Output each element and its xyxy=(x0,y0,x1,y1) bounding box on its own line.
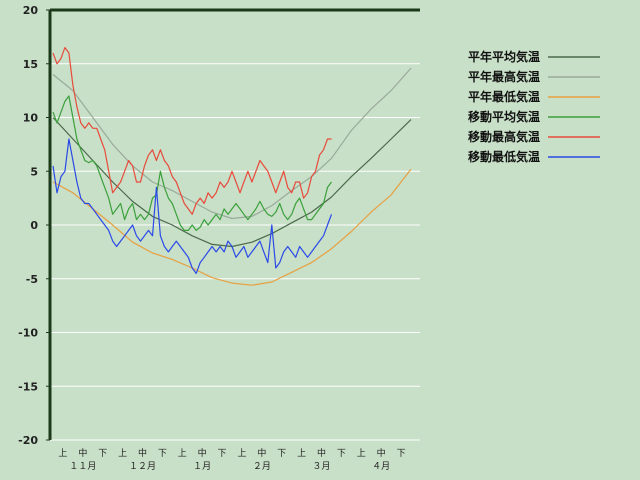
y-axis-ticks: 20 15 10 5 0 -5 -10 -15 -20 xyxy=(18,4,50,447)
x-tick-label: 中 xyxy=(257,447,266,459)
x-tick-label: 上 xyxy=(297,448,306,459)
grid xyxy=(50,9,420,441)
month-label: １２月 xyxy=(129,461,156,472)
x-tick-label: 下 xyxy=(397,449,406,459)
y-tick-label: 10 xyxy=(23,112,39,125)
x-tick-label: 中 xyxy=(138,447,147,459)
x-tick-label: 上 xyxy=(237,448,246,459)
x-tick-label: 下 xyxy=(277,449,286,459)
y-tick-label: -15 xyxy=(18,380,38,393)
y-tick-label: -10 xyxy=(18,327,38,340)
series-line xyxy=(52,67,412,220)
month-label: １１月 xyxy=(69,461,96,472)
x-tick-label: 中 xyxy=(198,447,207,459)
y-tick-label: 20 xyxy=(23,4,39,17)
legend-label: 移動平均気温 xyxy=(468,109,540,124)
legend-label: 移動最低気温 xyxy=(468,149,540,164)
x-tick-label: 上 xyxy=(178,448,187,459)
x-tick-label: 中 xyxy=(377,447,386,459)
y-tick-label: 0 xyxy=(30,219,38,232)
x-tick-label: 下 xyxy=(158,449,167,459)
month-label: ３月 xyxy=(313,461,331,472)
x-tick-label: 上 xyxy=(357,448,366,459)
series-line xyxy=(52,95,332,231)
legend-label: 移動最高気温 xyxy=(468,129,540,144)
y-tick-label: 5 xyxy=(30,165,38,178)
y-tick-label: -20 xyxy=(18,434,38,447)
series-lines xyxy=(52,47,412,286)
month-label: １月 xyxy=(193,461,211,472)
legend-label: 平年平均気温 xyxy=(468,49,540,64)
y-tick-label: 15 xyxy=(23,58,38,71)
series-line xyxy=(52,168,412,286)
series-line xyxy=(52,47,332,215)
x-tick-label: 上 xyxy=(118,448,127,459)
x-axis-ticks: 上中下上中下上中下上中下上中下上中下１１月 １２月 １月 ２月 ３月 ４月 xyxy=(58,447,405,472)
x-tick-label: 下 xyxy=(337,449,346,459)
y-tick-label: -5 xyxy=(26,273,38,286)
x-tick-label: 中 xyxy=(317,447,326,459)
legend-label: 平年最低気温 xyxy=(468,89,540,104)
x-tick-label: 下 xyxy=(98,449,107,459)
month-label: ２月 xyxy=(253,461,271,472)
x-tick-label: 下 xyxy=(218,449,227,459)
legend-label: 平年最高気温 xyxy=(468,69,540,84)
series-line xyxy=(52,138,333,274)
month-label: ４月 xyxy=(372,461,390,472)
x-tick-label: 上 xyxy=(58,448,67,459)
x-tick-label: 中 xyxy=(78,447,87,459)
